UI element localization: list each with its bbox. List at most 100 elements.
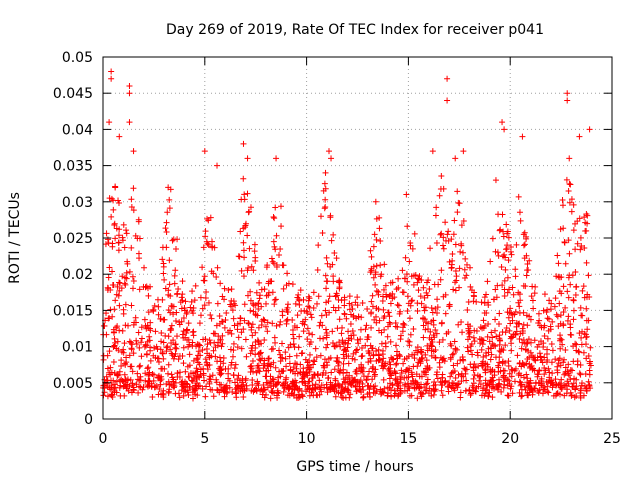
y-tick-label: 0.02 <box>62 267 93 283</box>
data-point <box>317 386 324 393</box>
data-point <box>252 329 259 336</box>
data-point <box>295 391 302 398</box>
data-point <box>482 350 489 357</box>
data-point <box>457 389 464 396</box>
data-point <box>110 197 117 204</box>
data-point <box>226 384 233 391</box>
data-point <box>466 333 473 340</box>
data-point <box>560 321 567 328</box>
data-point <box>497 226 504 233</box>
data-point <box>185 391 192 398</box>
data-point <box>186 351 193 358</box>
data-point <box>405 383 412 390</box>
data-point <box>200 336 207 343</box>
data-point <box>513 241 520 248</box>
data-points <box>100 68 594 402</box>
data-point <box>372 313 379 320</box>
data-point <box>324 260 331 267</box>
data-point <box>233 394 240 401</box>
data-point <box>381 385 388 392</box>
data-point <box>104 365 111 372</box>
data-point <box>500 367 507 374</box>
data-point <box>179 278 186 285</box>
data-point <box>576 349 583 356</box>
data-point <box>312 345 319 352</box>
data-point <box>138 339 145 346</box>
data-point <box>328 155 335 162</box>
data-point <box>388 386 395 393</box>
data-point <box>334 354 341 361</box>
data-point <box>386 358 393 365</box>
data-point <box>144 382 151 389</box>
data-point <box>323 381 330 388</box>
data-point <box>286 360 293 367</box>
data-point <box>248 263 255 270</box>
y-tick-label: 0.045 <box>53 86 93 102</box>
data-point <box>267 373 274 380</box>
data-point <box>548 340 555 347</box>
data-point <box>485 301 492 308</box>
data-point <box>249 357 256 364</box>
data-point <box>503 221 510 228</box>
data-point <box>199 264 206 271</box>
data-point <box>393 286 400 293</box>
data-point <box>320 187 327 194</box>
data-point <box>221 393 228 400</box>
data-point <box>306 330 313 337</box>
data-point <box>458 242 465 249</box>
data-point <box>398 370 405 377</box>
data-point <box>579 287 586 294</box>
data-point <box>548 359 555 366</box>
data-point <box>136 377 143 384</box>
data-point <box>231 322 238 329</box>
data-point <box>414 279 421 286</box>
data-point <box>256 368 263 375</box>
data-point <box>241 254 248 261</box>
data-point <box>585 272 592 279</box>
data-point <box>292 360 299 367</box>
data-point <box>309 375 316 382</box>
data-point <box>512 308 519 315</box>
data-point <box>217 280 224 287</box>
data-point <box>307 311 314 318</box>
data-point <box>119 273 126 280</box>
data-point <box>110 385 117 392</box>
data-point <box>532 379 539 386</box>
data-point <box>421 307 428 314</box>
data-point <box>250 267 257 274</box>
data-point <box>265 355 272 362</box>
data-point <box>172 267 179 274</box>
data-point <box>273 392 280 399</box>
data-point <box>138 353 145 360</box>
data-point <box>488 368 495 375</box>
data-point <box>509 390 516 397</box>
data-point <box>324 341 331 348</box>
data-point <box>369 303 376 310</box>
data-point <box>414 395 421 402</box>
data-point <box>471 360 478 367</box>
data-point <box>128 345 135 352</box>
data-point <box>318 312 325 319</box>
data-point <box>165 390 172 397</box>
data-point <box>213 273 220 280</box>
data-point <box>228 297 235 304</box>
data-point <box>354 294 361 301</box>
data-point <box>479 325 486 332</box>
data-point <box>567 281 574 288</box>
data-point <box>557 345 564 352</box>
data-point <box>495 321 502 328</box>
data-point <box>471 327 478 334</box>
data-point <box>492 177 499 184</box>
data-point <box>240 394 247 401</box>
data-point <box>223 310 230 317</box>
data-point <box>170 378 177 385</box>
data-point <box>535 310 542 317</box>
data-point <box>109 313 116 320</box>
data-point <box>454 188 461 195</box>
data-point <box>268 255 275 262</box>
data-point <box>500 253 507 260</box>
data-point <box>179 291 186 298</box>
data-point <box>191 297 198 304</box>
data-point <box>387 292 394 299</box>
data-point <box>387 300 394 307</box>
